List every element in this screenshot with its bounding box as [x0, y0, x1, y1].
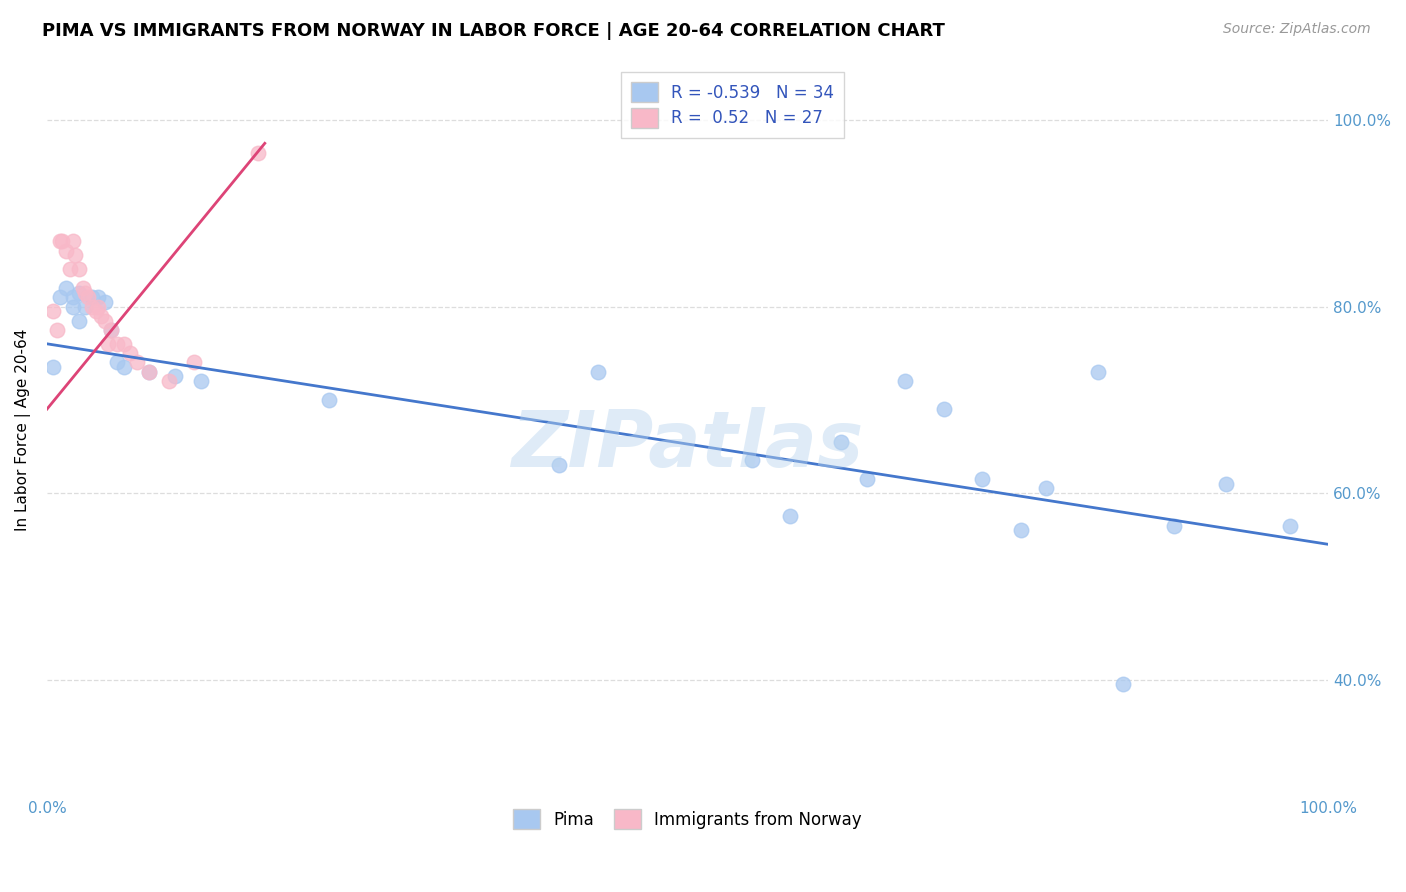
Point: [42, 360, 65, 375]
Point: [46, 323, 69, 337]
Point: [87, 290, 110, 304]
Point: [972, 472, 994, 486]
Point: [49, 290, 72, 304]
Point: [1278, 518, 1301, 533]
Point: [112, 336, 135, 351]
Point: [165, 369, 187, 384]
Text: ZIPatlas: ZIPatlas: [512, 407, 863, 483]
Point: [856, 472, 879, 486]
Point: [107, 355, 129, 369]
Point: [190, 374, 212, 388]
Point: [75, 300, 97, 314]
Point: [548, 458, 571, 472]
Point: [1112, 677, 1135, 691]
Point: [157, 374, 180, 388]
Point: [779, 509, 801, 524]
Point: [75, 285, 97, 300]
Point: [1215, 476, 1237, 491]
Point: [138, 365, 160, 379]
Point: [72, 281, 94, 295]
Point: [97, 336, 120, 351]
Point: [586, 365, 609, 379]
Point: [49, 234, 72, 248]
Point: [894, 374, 917, 388]
Point: [932, 402, 955, 417]
Point: [55, 244, 77, 258]
Point: [62, 290, 84, 304]
Point: [80, 290, 103, 304]
Point: [1035, 481, 1057, 495]
Point: [63, 248, 86, 262]
Point: [107, 336, 129, 351]
Text: Source: ZipAtlas.com: Source: ZipAtlas.com: [1223, 22, 1371, 37]
Point: [84, 304, 107, 318]
Point: [1163, 518, 1185, 533]
Point: [67, 313, 90, 327]
Point: [247, 145, 270, 160]
Point: [830, 434, 852, 449]
Point: [1010, 524, 1032, 538]
Legend: Pima, Immigrants from Norway: Pima, Immigrants from Norway: [506, 803, 869, 835]
Point: [80, 300, 103, 314]
Point: [183, 355, 205, 369]
Point: [100, 323, 122, 337]
Point: [125, 355, 148, 369]
Point: [87, 300, 110, 314]
Point: [67, 285, 90, 300]
Point: [62, 234, 84, 248]
Point: [51, 234, 73, 248]
Point: [42, 304, 65, 318]
Point: [62, 300, 84, 314]
Point: [67, 262, 90, 277]
Y-axis label: In Labor Force | Age 20-64: In Labor Force | Age 20-64: [15, 329, 31, 532]
Point: [1087, 365, 1109, 379]
Text: PIMA VS IMMIGRANTS FROM NORWAY IN LABOR FORCE | AGE 20-64 CORRELATION CHART: PIMA VS IMMIGRANTS FROM NORWAY IN LABOR …: [42, 22, 945, 40]
Point: [138, 365, 160, 379]
Point: [112, 360, 135, 375]
Point: [120, 346, 142, 360]
Point: [59, 262, 82, 277]
Point: [741, 453, 763, 467]
Point: [90, 309, 112, 323]
Point: [93, 313, 115, 327]
Point: [55, 281, 77, 295]
Point: [77, 290, 100, 304]
Point: [93, 294, 115, 309]
Point: [100, 323, 122, 337]
Point: [318, 392, 340, 407]
